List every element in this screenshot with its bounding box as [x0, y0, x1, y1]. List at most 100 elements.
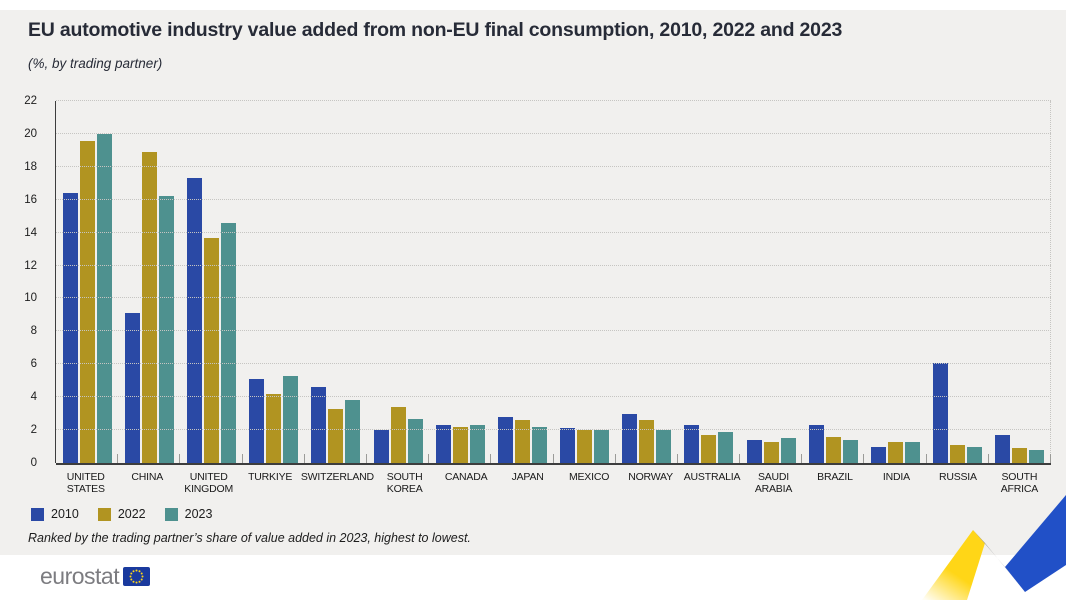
x-axis-label-united-states: UNITED STATES [66, 471, 105, 495]
x-axis-label-australia: AUSTRALIA [683, 471, 741, 483]
y-axis-label-20: 20 [24, 127, 37, 140]
bar-2010-south-africa [995, 435, 1011, 463]
legend-swatch-2023 [164, 507, 178, 521]
bar-2010-saudi-arabia [746, 439, 762, 463]
bar-group-mexico [554, 101, 616, 463]
gridline-14 [56, 231, 1051, 233]
y-axis-label-6: 6 [30, 358, 37, 371]
x-axis-tick [925, 454, 927, 463]
bar-group-japan [491, 101, 553, 463]
gridline-22 [56, 100, 1051, 101]
bar-2010-united-kingdom [186, 178, 202, 463]
x-axis-tick [241, 454, 243, 463]
legend-item-2023: 2023 [164, 507, 213, 521]
x-axis-tick [117, 454, 119, 463]
bar-2022-russia [950, 444, 966, 463]
bar-group-south-korea [367, 101, 429, 463]
bar-group-australia [678, 101, 740, 463]
eu-flag-icon [123, 567, 151, 586]
bar-2023-norway [656, 430, 672, 463]
x-axis-label-brazil: BRAZIL [817, 471, 853, 483]
gridline-12 [56, 264, 1051, 266]
bar-2010-brazil [808, 425, 824, 463]
x-axis-label-united-kingdom: UNITED KINGDOM [184, 471, 234, 495]
bar-2023-russia [967, 446, 983, 463]
bar-2022-brazil [825, 436, 841, 463]
y-axis-labels: 0 2 4 6 8 10 12 14 16 18 20 22 [0, 95, 45, 469]
legend-label-2010: 2010 [51, 507, 79, 521]
y-axis-label-4: 4 [30, 391, 37, 404]
bar-group-canada [429, 101, 491, 463]
bar-2023-united-kingdom [220, 222, 236, 463]
bar-2022-south-africa [1012, 448, 1028, 463]
gridline-6 [56, 363, 1051, 365]
x-axis-label-china: CHINA [131, 471, 164, 483]
bar-2010-japan [497, 416, 513, 463]
legend: 2010 2022 2023 [31, 507, 212, 521]
bar-2010-switzerland [311, 387, 327, 463]
x-axis-label-south-korea: SOUTH KOREA [386, 471, 423, 495]
bar-2010-australia [684, 425, 700, 463]
bar-group-turkiye [243, 101, 305, 463]
bar-2010-india [871, 446, 887, 463]
footer: eurostat [0, 555, 1066, 600]
chart-subtitle: (%, by trading partner) [28, 56, 163, 71]
legend-swatch-2010 [31, 507, 44, 521]
x-axis-labels: UNITED STATES CHINA UNITED KINGDOM TURKIYE S… [55, 467, 1050, 495]
bar-2023-mexico [594, 430, 610, 463]
x-axis-tick [490, 454, 492, 463]
bar-group-switzerland [305, 101, 367, 463]
x-axis-label-norway: NORWAY [628, 471, 673, 483]
bar-group-china [118, 101, 180, 463]
plot-area [55, 100, 1051, 465]
y-axis-label-12: 12 [24, 259, 37, 272]
gridline-2 [56, 429, 1051, 431]
bar-group-brazil [802, 101, 864, 463]
x-axis-tick [428, 454, 430, 463]
bar-group-south-africa [989, 101, 1051, 463]
gridline-16 [56, 198, 1051, 200]
bar-2023-brazil [842, 439, 858, 463]
bar-group-united-states [56, 101, 118, 463]
legend-label-2023: 2023 [184, 507, 213, 521]
bar-2022-norway [639, 420, 655, 463]
eurostat-logo: eurostat [40, 563, 151, 590]
x-axis-label-mexico: MEXICO [568, 471, 610, 483]
chart-panel: EU automotive industry value added from … [0, 10, 1066, 555]
bar-group-india [864, 101, 926, 463]
bar-2010-norway [622, 413, 638, 463]
bar-2010-south-korea [373, 430, 389, 463]
x-axis-tick [303, 454, 305, 463]
chart-title: EU automotive industry value added from … [28, 19, 843, 41]
bar-2010-mexico [560, 428, 576, 463]
x-axis-tick [552, 454, 554, 463]
bar-2023-saudi-arabia [780, 438, 796, 463]
x-axis-label-russia: RUSSIA [938, 471, 977, 483]
x-axis-tick [365, 454, 367, 463]
x-axis-label-south-africa: SOUTH AFRICA [1000, 471, 1039, 495]
bar-2023-south-korea [407, 418, 423, 463]
bar-2010-united-states [62, 193, 78, 463]
bar-group-saudi-arabia [740, 101, 802, 463]
bar-2023-australia [718, 431, 734, 463]
plot-right-edge [1050, 101, 1051, 463]
bar-2010-russia [933, 362, 949, 463]
bar-2022-china [141, 152, 157, 463]
legend-item-2022: 2022 [97, 507, 146, 521]
legend-item-2010: 2010 [31, 507, 79, 521]
footnote: Ranked by the trading partner’s share of… [28, 531, 471, 545]
bars-container [56, 101, 1051, 463]
x-axis-tick [739, 454, 741, 463]
y-axis-label-10: 10 [24, 292, 37, 305]
gridline-8 [56, 330, 1051, 332]
x-axis-label-india: INDIA [882, 471, 910, 483]
bar-2022-japan [514, 420, 530, 463]
bar-group-united-kingdom [180, 101, 242, 463]
bar-2023-switzerland [345, 400, 361, 463]
x-axis-tick [676, 454, 678, 463]
x-axis-tick [179, 454, 181, 463]
eurostat-logo-text: eurostat [40, 563, 120, 589]
bar-2022-united-states [79, 140, 95, 463]
bar-2023-south-africa [1029, 449, 1045, 463]
